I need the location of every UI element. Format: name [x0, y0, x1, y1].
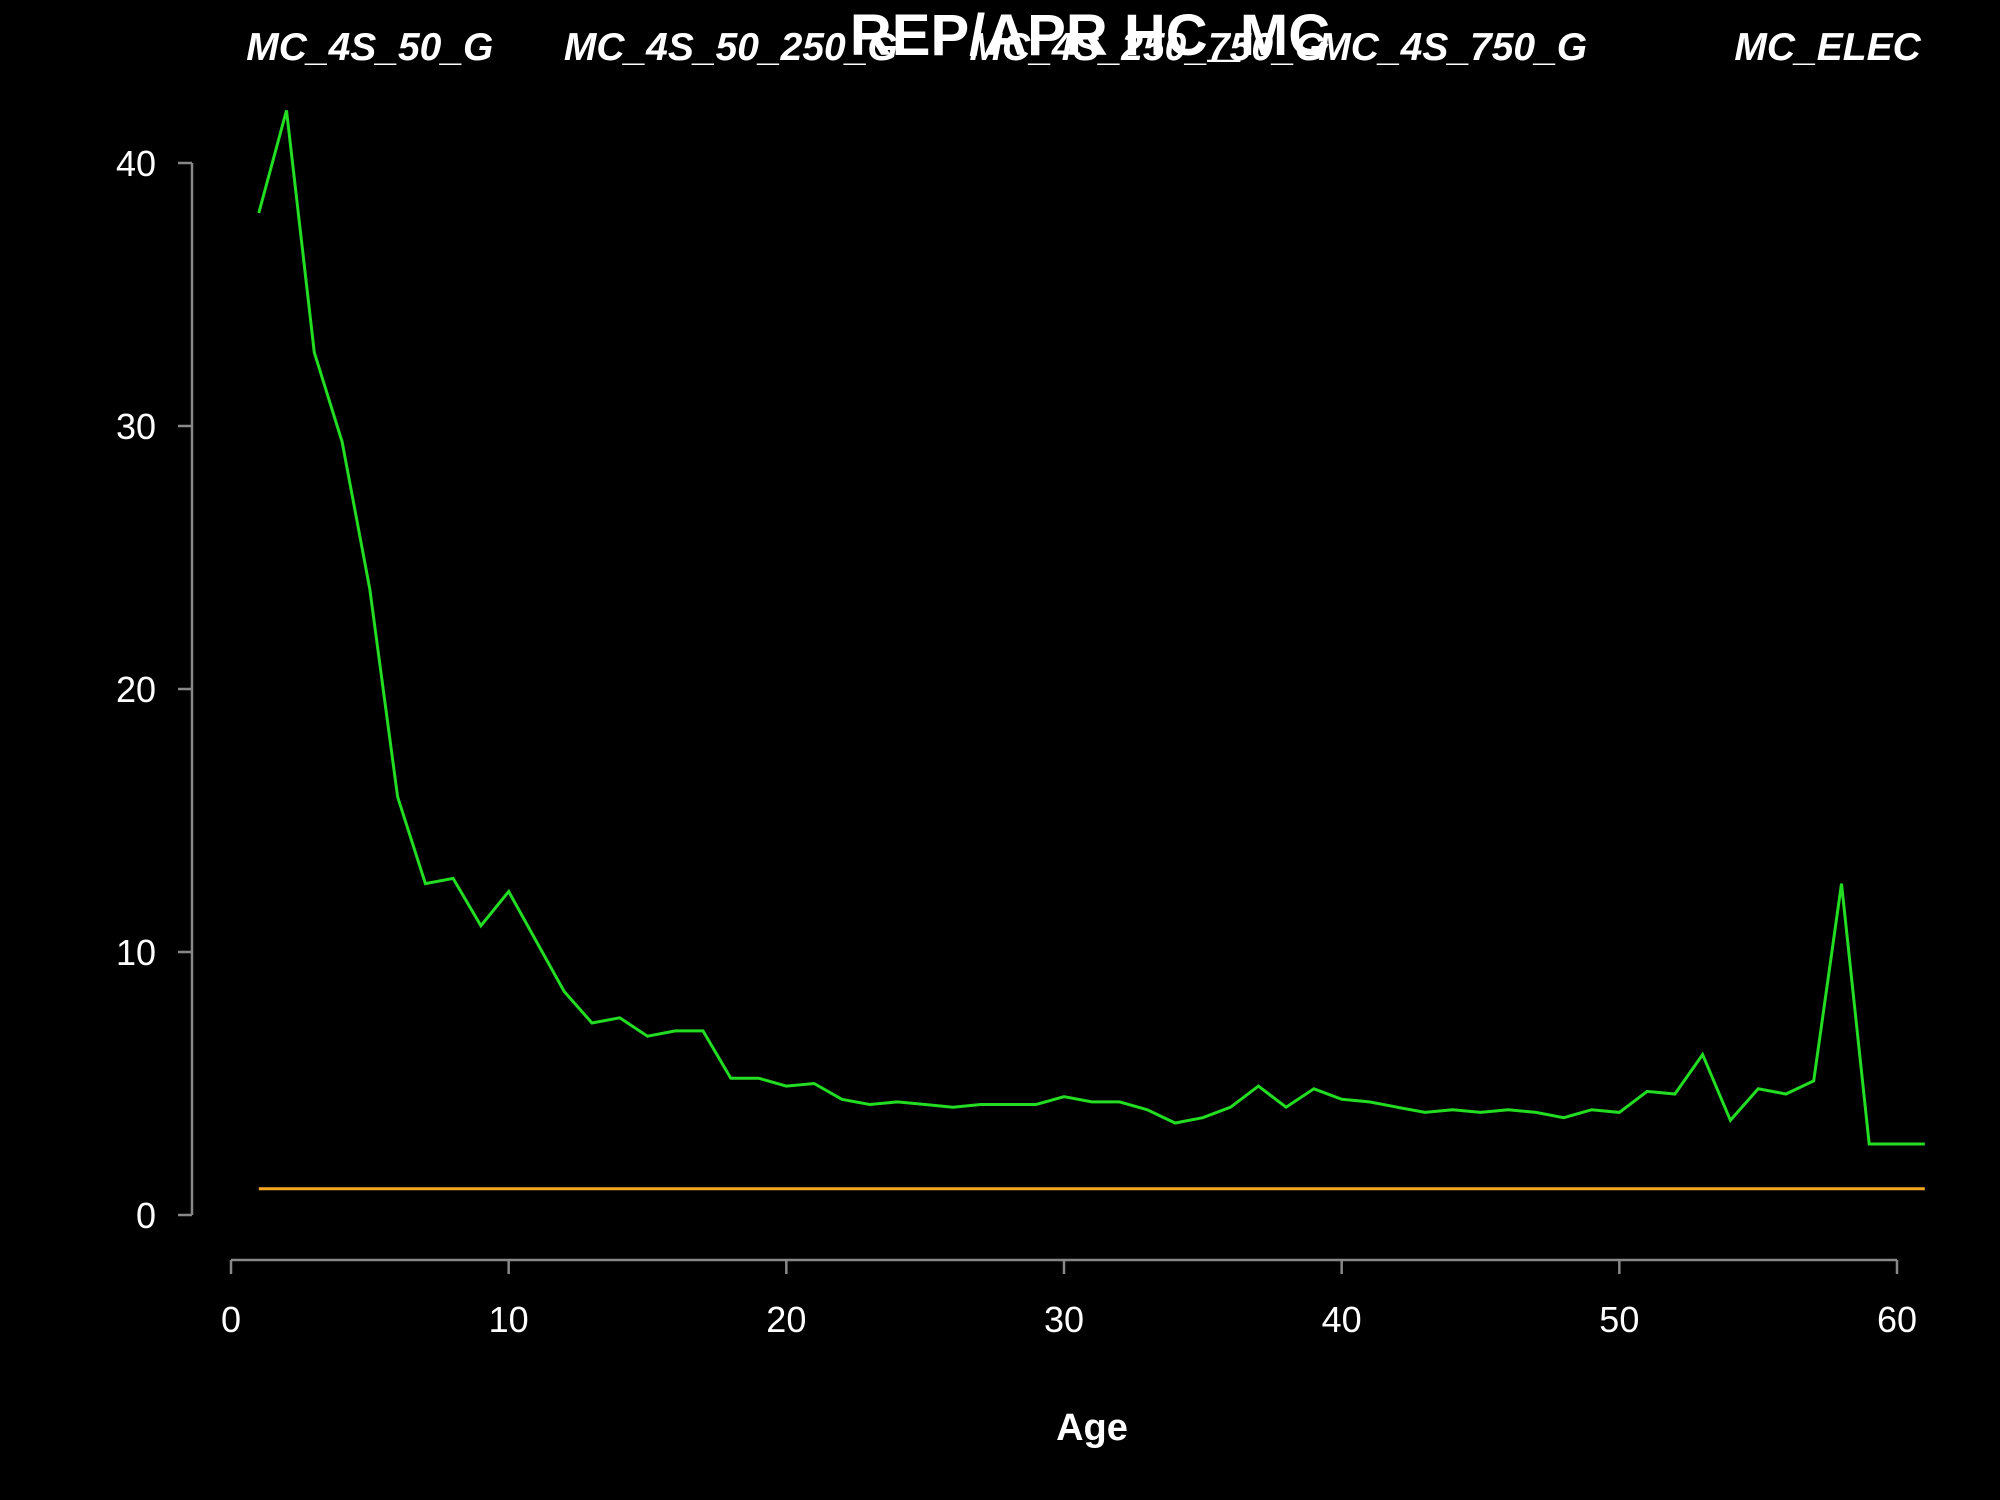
y-tick-label: 20 — [116, 669, 156, 710]
y-tick-label: 40 — [116, 143, 156, 184]
x-axis-title: Age — [1056, 1407, 1128, 1449]
y-tick-label: 10 — [116, 932, 156, 973]
x-axis: 0 10 20 30 40 50 60 — [221, 1258, 1917, 1340]
group-label: MC_ELEC — [1734, 26, 1921, 69]
x-tick-label: 60 — [1877, 1299, 1917, 1340]
x-tick-label: 50 — [1599, 1299, 1639, 1340]
series-line-1 — [257, 110, 1925, 1146]
y-tick-label: 0 — [136, 1195, 156, 1236]
x-tick-label: 30 — [1044, 1299, 1084, 1340]
group-labels: MC_4S_50_G MC_4S_50_250_G MC_4S_250_750_GM… — [246, 26, 1921, 69]
x-tick-label: 0 — [221, 1299, 241, 1340]
group-label: MC_4S_750_G — [1318, 26, 1587, 69]
group-label: MC_4S_50_G — [246, 26, 493, 69]
y-axis: 0 10 20 30 40 — [116, 143, 194, 1236]
x-tick-label: 40 — [1322, 1299, 1362, 1340]
x-tick-label: 20 — [766, 1299, 806, 1340]
chart-title: REP/APR HC_MC — [850, 3, 1330, 68]
x-tick-label: 10 — [489, 1299, 529, 1340]
group-label: MC_4S_50_250_G — [564, 26, 898, 69]
series-layer — [257, 110, 1925, 1191]
y-tick-label: 30 — [116, 406, 156, 447]
group-label: MC_4S_250_750_G — [970, 26, 1326, 69]
